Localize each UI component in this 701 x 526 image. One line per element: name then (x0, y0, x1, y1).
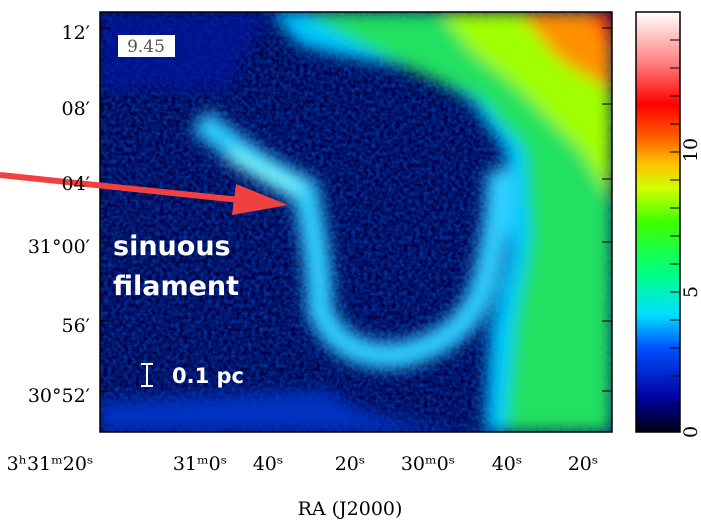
colorbar-tick-label: 5 (680, 286, 701, 298)
feature-label: filament (113, 271, 239, 302)
x-tick-label: 3ʰ31ᵐ20ˢ (7, 453, 94, 475)
scale-bar-label: 0.1 pc (172, 364, 244, 388)
x-tick-label: 20ˢ (335, 453, 366, 475)
y-tick-label: 04′ (62, 173, 91, 195)
x-tick-label: 40ˢ (253, 453, 284, 475)
panel-label: 9.45 (127, 37, 165, 57)
y-tick-label: 56′ (62, 315, 91, 337)
x-axis-label: RA (J2000) (298, 498, 403, 520)
y-tick-label: 31°00′ (28, 236, 90, 258)
feature-label: sinuous (113, 231, 231, 262)
colorbar-tick-label: 0 (680, 426, 701, 438)
y-tick-label: 12′ (62, 22, 91, 44)
y-tick-label: 08′ (62, 98, 91, 120)
y-tick-label: 30°52′ (28, 385, 90, 407)
colorbar (635, 11, 681, 433)
scale-bar (141, 363, 153, 387)
colorbar-tick-label: 10 (680, 138, 701, 162)
x-tick-label: 31ᵐ0ˢ (173, 453, 227, 475)
arrow (0, 172, 288, 215)
map-image (100, 12, 612, 432)
panel-label-box (118, 35, 175, 57)
x-tick-label: 30ᵐ0ˢ (401, 453, 455, 475)
plot-frame (99, 11, 613, 433)
x-tick-label: 20ˢ (568, 453, 599, 475)
x-tick-label: 40ˢ (492, 453, 523, 475)
